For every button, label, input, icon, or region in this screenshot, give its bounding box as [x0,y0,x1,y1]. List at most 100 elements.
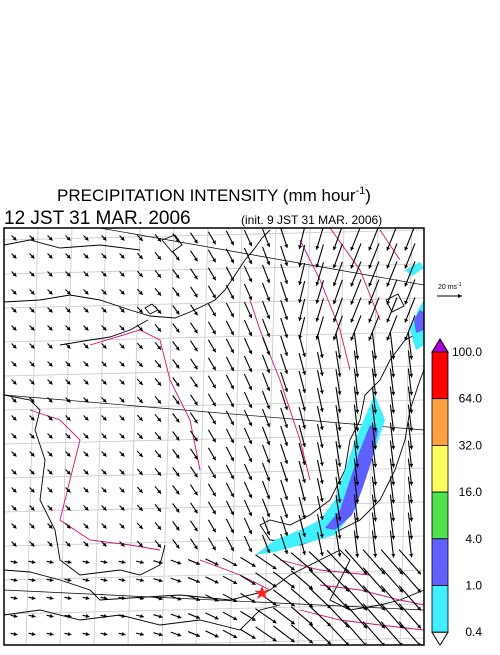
wind-arrow [272,553,296,571]
wind-arrow-head [284,280,289,284]
wind-arrow-head [272,637,277,642]
wind-arrow-head [138,308,143,313]
wind-arrow-head [319,372,324,376]
wind-arrow [344,585,368,611]
wind-arrow [371,350,377,378]
wind-arrow-head [284,442,289,446]
wind-arrow-head [248,314,253,319]
wind-arrow-head [120,398,125,403]
wind-arrow-head [368,318,373,323]
wind-arrow-head [409,409,414,414]
wind-arrow-head [332,264,337,269]
wind-arrow [298,406,306,430]
wind-arrow [350,315,362,341]
wind-arrow-head [84,290,89,295]
wind-arrow [272,607,296,625]
wind-arrow-head [230,295,234,300]
wind-arrow [335,531,341,557]
wind-arrow-head [102,506,107,511]
wind-arrow [386,315,398,341]
wind-arrow-head [212,276,216,281]
wind-arrow-head [66,272,71,277]
wind-arrow-head [120,344,125,349]
wind-arrow-head [337,373,342,377]
wind-arrow-head [233,616,238,621]
wind-arrow [407,404,413,432]
wind-arrow-head [266,549,271,554]
wind-arrow-head [284,370,289,374]
wind-arrow-head [337,409,342,413]
wind-arrow [353,350,359,378]
wind-arrow-head [66,326,71,331]
wind-arrow [335,387,341,413]
wind-arrow-head [12,470,17,475]
wind-arrow-head [230,403,234,408]
wind-arrow [371,530,377,558]
wind-arrow-head [391,373,396,378]
wind-arrow [389,512,395,540]
wind-arrow-head [368,264,373,269]
wind-arrow-head [48,434,53,439]
wind-arrow-head [30,236,35,241]
wind-arrow-head [230,493,234,498]
wind-arrow-head [193,545,198,550]
wind-arrow-head [102,380,107,385]
wind-arrow-head [214,597,219,602]
wind-arrow-head [266,315,271,320]
wind-arrow [353,422,359,450]
wind-arrow-head [12,290,17,295]
wind-arrow [407,530,413,558]
wind-arrow-head [30,398,35,403]
wind-arrow-head [302,353,307,357]
wind-arrow-head [345,641,349,645]
wind-arrow-head [157,417,162,422]
wind-arrow-head [386,300,391,305]
wind-arrow-head [230,367,234,372]
wind-arrow [368,261,380,287]
wind-arrow-head [48,470,53,475]
wind-arrow-head [266,459,271,464]
wind-arrow-head [386,246,391,251]
wind-arrow [350,297,362,323]
wind-arrow-head [302,371,307,375]
wind-arrow-head [120,290,125,295]
wind-arrow-head [193,491,198,496]
wind-arrow-head [212,240,216,245]
parallel [4,297,424,309]
parallel [4,331,424,343]
wind-arrow [371,494,377,522]
wind-arrow [255,626,277,642]
wind-arrow-head [266,387,271,392]
wind-arrow-head [84,506,89,511]
wind-arrow-head [319,444,324,448]
wind-arrow-head [49,577,54,583]
wind-arrow-head [85,577,90,583]
wind-arrow-head [355,427,360,432]
wind-arrow-head [175,328,180,333]
wind-arrow-head [102,488,107,493]
wind-arrow [298,442,306,466]
colorbar-label: 0.4 [465,625,482,639]
parallel [4,535,424,547]
wind-arrow [326,550,350,574]
wind-arrow-head [66,362,71,367]
wind-arrow-head [120,326,125,331]
wind-arrow [380,603,404,629]
wind-arrow-head [298,281,303,286]
wind-arrow-head [84,452,89,457]
wind-arrow-head [102,452,107,457]
wind-arrow [404,297,416,323]
wind-arrow-head [84,272,89,277]
wind-arrow-head [103,559,108,565]
wind-arrow [280,353,288,375]
wind-arrow [353,512,359,540]
wind-arrow-head [31,631,36,637]
wind-arrow [333,228,343,251]
wind-arrow-head [230,331,234,336]
init-time: (init. 9 JST 31 MAR. 2006) [241,213,382,227]
wind-arrow-head [30,344,35,349]
vector-scale-exponent: -1 [457,282,462,288]
wind-arrow-head [319,534,324,538]
wind-arrow-head [332,246,337,251]
wind-arrow-head [284,406,289,410]
